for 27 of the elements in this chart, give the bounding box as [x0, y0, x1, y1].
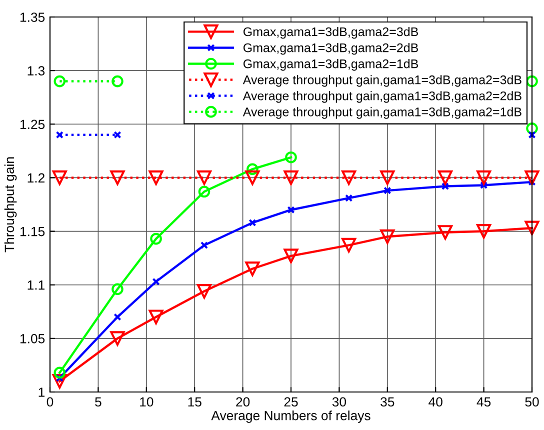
y-axis-title: Throughput gain	[4, 157, 17, 252]
y-tick-label: 1.3	[28, 66, 45, 76]
legend-label: Average throughput gain,gama1=3dB,gama2=3dB	[242, 75, 522, 87]
legend-label: Gmax,gama1=3dB,gama2=1dB	[243, 59, 418, 71]
y-tick-label: 1	[38, 388, 44, 397]
x-tick-label: 20	[236, 397, 250, 407]
y-tick-label: 1.1	[28, 280, 44, 290]
y-tick-label: 1.2	[28, 173, 44, 182]
y-tick-label: 1.25	[20, 120, 45, 130]
legend-label: Gmax,gama1=3dB,gama2=3dB	[243, 27, 418, 39]
x-tick-label: 40	[428, 397, 442, 407]
x-tick-label: 25	[284, 397, 298, 407]
x-tick-label: 50	[525, 397, 539, 407]
legend-label: Average throughput gain,gama1=3dB,gama2=2dB	[242, 91, 522, 103]
x-tick-label: 15	[188, 397, 202, 407]
y-tick-label: 1.05	[20, 334, 45, 344]
x-axis-title: Average Numbers of relays	[211, 410, 370, 423]
x-tick-label: 5	[95, 397, 102, 407]
legend-label: Gmax,gama1=3dB,gama2=2dB	[243, 43, 418, 55]
x-tick-label: 0	[46, 397, 54, 407]
legend-label: Average throughput gain,gama1=3dB,gama2=1dB	[242, 107, 522, 119]
x-tick-label: 45	[476, 397, 491, 407]
x-tick-label: 30	[332, 397, 346, 407]
x-tick-label: 35	[380, 397, 394, 407]
y-tick-label: 1.15	[20, 226, 45, 236]
x-tick-label: 10	[140, 397, 154, 407]
y-tick-label: 1.35	[20, 12, 45, 22]
